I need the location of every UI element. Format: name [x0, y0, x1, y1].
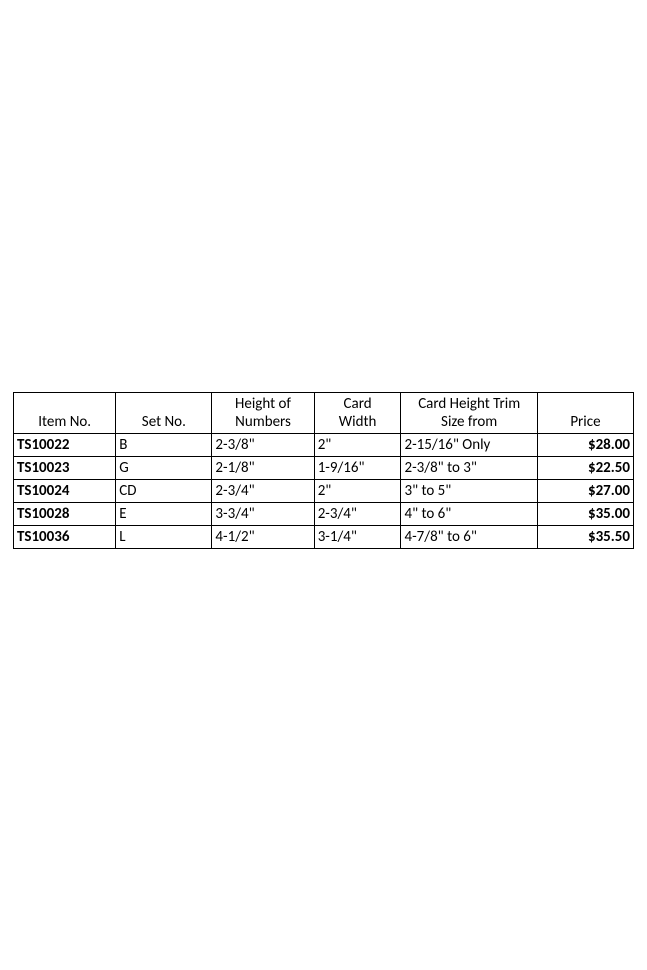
cell-set-no: E: [116, 503, 212, 526]
cell-trim: 4" to 6": [401, 503, 537, 526]
header-line2: Set No.: [119, 413, 208, 431]
header-line1: Card: [318, 395, 398, 413]
pricing-table-container: Item No. Set No. Height of Numbers Card …: [13, 392, 634, 549]
table-header-row: Item No. Set No. Height of Numbers Card …: [14, 393, 634, 434]
cell-price: $35.50: [537, 526, 633, 549]
cell-item-no: TS10036: [14, 526, 116, 549]
cell-set-no: CD: [116, 480, 212, 503]
header-line2: Price: [541, 413, 630, 431]
col-header-price: Price: [537, 393, 633, 434]
cell-price: $35.00: [537, 503, 633, 526]
cell-set-no: B: [116, 434, 212, 457]
cell-price: $28.00: [537, 434, 633, 457]
cell-height: 2-3/4": [212, 480, 314, 503]
table-row: TS10023 G 2-1/8" 1-9/16" 2-3/8" to 3" $2…: [14, 457, 634, 480]
col-header-set-no: Set No.: [116, 393, 212, 434]
pricing-table: Item No. Set No. Height of Numbers Card …: [13, 392, 634, 549]
col-header-height: Height of Numbers: [212, 393, 314, 434]
col-header-width: Card Width: [314, 393, 401, 434]
cell-width: 2": [314, 480, 401, 503]
table-row: TS10024 CD 2-3/4" 2" 3" to 5" $27.00: [14, 480, 634, 503]
cell-item-no: TS10023: [14, 457, 116, 480]
header-line1: Height of: [215, 395, 310, 413]
cell-height: 3-3/4": [212, 503, 314, 526]
cell-set-no: L: [116, 526, 212, 549]
table-row: TS10028 E 3-3/4" 2-3/4" 4" to 6" $35.00: [14, 503, 634, 526]
cell-item-no: TS10022: [14, 434, 116, 457]
header-line2: Width: [318, 413, 398, 431]
table-body: TS10022 B 2-3/8" 2" 2-15/16" Only $28.00…: [14, 434, 634, 549]
cell-height: 4-1/2": [212, 526, 314, 549]
table-header: Item No. Set No. Height of Numbers Card …: [14, 393, 634, 434]
cell-height: 2-1/8": [212, 457, 314, 480]
col-header-trim: Card Height Trim Size from: [401, 393, 537, 434]
cell-price: $27.00: [537, 480, 633, 503]
col-header-item-no: Item No.: [14, 393, 116, 434]
cell-trim: 4-7/8" to 6": [401, 526, 537, 549]
header-line2: Size from: [404, 413, 533, 431]
cell-width: 1-9/16": [314, 457, 401, 480]
cell-item-no: TS10024: [14, 480, 116, 503]
header-line1: Card Height Trim: [404, 395, 533, 413]
cell-width: 2": [314, 434, 401, 457]
cell-height: 2-3/8": [212, 434, 314, 457]
cell-trim: 3" to 5": [401, 480, 537, 503]
header-line2: Item No.: [17, 413, 112, 431]
cell-width: 3-1/4": [314, 526, 401, 549]
cell-trim: 2-15/16" Only: [401, 434, 537, 457]
cell-item-no: TS10028: [14, 503, 116, 526]
table-row: TS10036 L 4-1/2" 3-1/4" 4-7/8" to 6" $35…: [14, 526, 634, 549]
cell-trim: 2-3/8" to 3": [401, 457, 537, 480]
table-row: TS10022 B 2-3/8" 2" 2-15/16" Only $28.00: [14, 434, 634, 457]
header-line2: Numbers: [215, 413, 310, 431]
cell-set-no: G: [116, 457, 212, 480]
cell-price: $22.50: [537, 457, 633, 480]
cell-width: 2-3/4": [314, 503, 401, 526]
